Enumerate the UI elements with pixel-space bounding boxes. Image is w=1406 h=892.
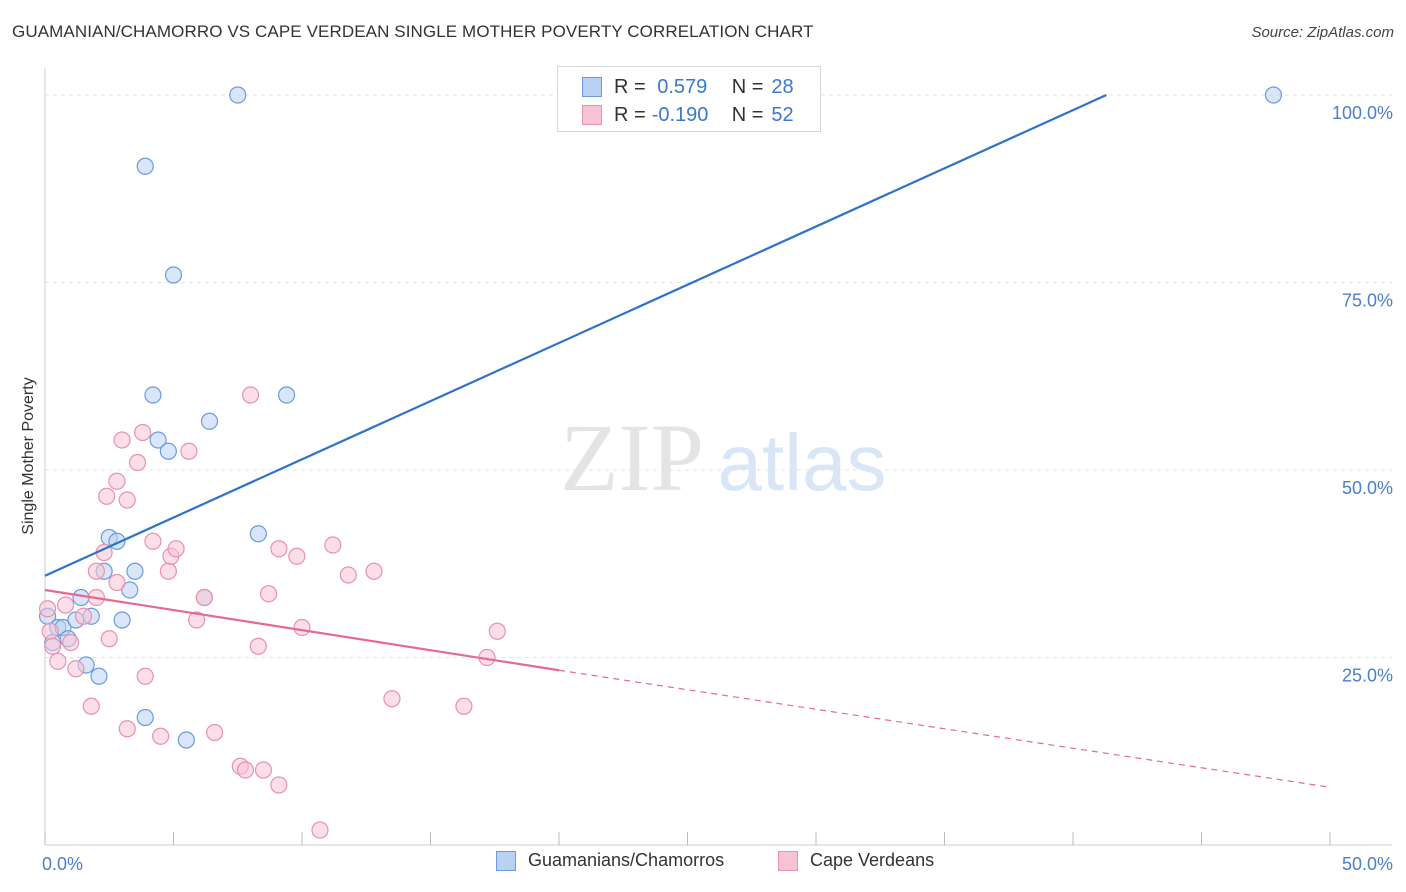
capeverdean-point (311, 821, 329, 839)
capeverdean-point (324, 536, 342, 554)
capeverdean-point (49, 652, 67, 670)
capeverdean-point (259, 585, 278, 603)
legend-r-label: R = (614, 75, 646, 98)
guamanian-point (229, 86, 247, 104)
x-tick-label: 50.0% (1342, 854, 1393, 874)
guamanian-point (277, 386, 296, 404)
guamanian-point (159, 442, 177, 460)
capeverdean-trend-line (44, 588, 560, 672)
capeverdean-point (365, 562, 383, 580)
legend-swatch-blue (582, 77, 602, 97)
capeverdean-point (113, 431, 131, 449)
bottom-legend-guamanian: Guamanians/Chamorros (496, 850, 724, 871)
trend-lines-layer (44, 93, 1331, 788)
bottom-legend-label: Cape Verdeans (810, 850, 935, 870)
capeverdean-point (488, 622, 506, 640)
legend-row-guamanian: R = 0.579 N = 28 (582, 73, 794, 101)
guamanian-point (126, 562, 144, 580)
capeverdean-point (98, 487, 116, 505)
guamanian-point (136, 708, 154, 727)
guamanian-point (149, 431, 167, 449)
bottom-legend-swatch-blue (496, 850, 516, 871)
legend-n-label: N = (731, 103, 764, 126)
bottom-legend-swatch-pink (778, 850, 798, 871)
legend-swatch-pink (582, 105, 602, 125)
capeverdean-point (134, 423, 152, 442)
watermark: ZIP atlas (560, 404, 886, 511)
capeverdean-point (128, 453, 147, 472)
capeverdean-point (249, 637, 267, 655)
stats-legend: R = 0.579 N = 28 R = -0.190 N = 52 (557, 66, 821, 132)
capeverdean-point (100, 630, 118, 648)
capeverdean-point (455, 697, 473, 715)
bottom-legend-label: Guamanians/Chamorros (528, 850, 725, 870)
watermark-atlas: atlas (718, 418, 887, 507)
y-tick-label: 50.0% (1342, 478, 1393, 498)
capeverdean-point (118, 720, 136, 738)
capeverdean-point (288, 547, 306, 565)
capeverdean-point (206, 723, 224, 742)
legend-n-value: 28 (771, 75, 794, 98)
guamanian-point (1264, 86, 1283, 104)
capeverdean-point (270, 776, 288, 794)
capeverdean-point (41, 622, 59, 640)
y-tick-label: 75.0% (1342, 291, 1393, 311)
capeverdean-point (242, 386, 260, 404)
capeverdean-point (82, 697, 100, 715)
chart-title: GUAMANIAN/CHAMORRO VS CAPE VERDEAN SINGL… (12, 22, 814, 41)
capeverdean-point (236, 761, 255, 779)
capeverdean-point (152, 727, 170, 745)
capeverdean-point (44, 637, 62, 655)
y-tick-label: 100.0% (1332, 103, 1393, 123)
grid-layer (45, 94, 1392, 658)
tick-labels-layer: 25.0% 50.0% 75.0% 100.0% 0.0% 50.0% (42, 103, 1393, 874)
capeverdean-point (144, 532, 162, 550)
capeverdean-point (56, 596, 75, 614)
axes-layer (44, 68, 1392, 846)
guamanian-point (249, 525, 267, 543)
capeverdean-point (136, 667, 154, 685)
x-tick-label: 0.0% (42, 854, 83, 874)
capeverdean-point (74, 607, 93, 625)
capeverdean-point (118, 491, 136, 509)
capeverdean-point (87, 562, 106, 580)
capeverdean-point (254, 761, 273, 779)
guamanian-point (200, 412, 219, 430)
y-tick-label: 25.0% (1342, 666, 1393, 686)
legend-n-value: 52 (771, 103, 794, 126)
capeverdean-trend-line-extension (558, 669, 1331, 788)
capeverdean-point (38, 600, 57, 618)
guamanian-point (164, 266, 183, 284)
guamanian-point (136, 157, 154, 175)
capeverdean-point (339, 566, 357, 584)
watermark-zip: ZIP (560, 404, 704, 511)
guamanian-point (113, 611, 131, 629)
capeverdean-point (167, 540, 185, 558)
capeverdean-point (159, 562, 177, 580)
capeverdean-point (108, 573, 126, 592)
bottom-legend-capeverdean: Cape Verdeans (778, 850, 934, 871)
legend-row-capeverdean: R = -0.190 N = 52 (582, 101, 794, 129)
capeverdean-point (293, 618, 311, 637)
guamanian-point (144, 386, 162, 404)
guamanian-trend-line (44, 93, 1107, 577)
legend-r-label: R = (614, 103, 646, 126)
capeverdean-point (108, 472, 126, 490)
guamanian-point (177, 731, 195, 749)
capeverdean-point (270, 540, 288, 558)
capeverdean-point (195, 588, 213, 607)
capeverdean-point (180, 442, 198, 460)
capeverdean-point (188, 611, 206, 629)
legend-r-value: -0.190 (651, 103, 709, 126)
guamanian-point (90, 667, 108, 685)
guamanian-point (121, 581, 139, 599)
legend-n-label: N = (731, 75, 764, 98)
source-label: Source: ZipAtlas.com (1251, 24, 1394, 41)
capeverdean-point (67, 660, 85, 678)
legend-r-value: 0.579 (651, 75, 708, 98)
capeverdean-point (383, 690, 401, 708)
points-layer (38, 86, 1283, 839)
capeverdean-point (62, 633, 80, 652)
